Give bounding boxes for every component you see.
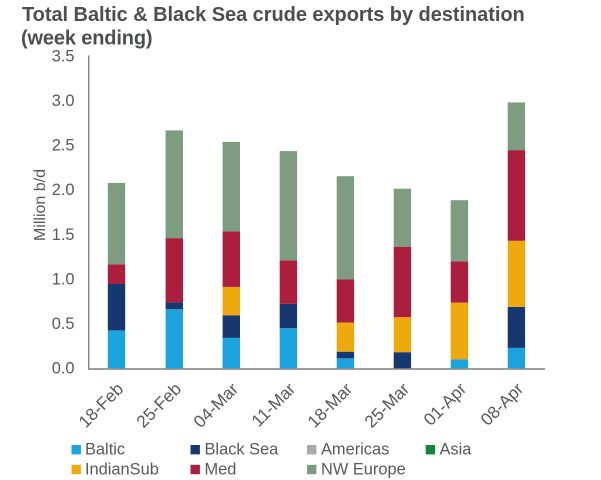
svg-text:(week ending): (week ending) (21, 28, 152, 50)
svg-text:Baltic: Baltic (85, 441, 125, 459)
svg-text:0.5: 0.5 (52, 315, 75, 333)
svg-text:NW Europe: NW Europe (321, 460, 406, 478)
svg-text:18-Mar: 18-Mar (303, 379, 356, 432)
svg-text:01-Apr: 01-Apr (419, 379, 470, 430)
svg-text:1.5: 1.5 (52, 226, 75, 244)
svg-text:Black Sea: Black Sea (205, 441, 280, 459)
svg-text:0.0: 0.0 (52, 360, 75, 378)
svg-text:Americas: Americas (321, 441, 389, 459)
svg-text:Total Baltic & Black Sea crude: Total Baltic & Black Sea crude exports b… (22, 4, 525, 26)
svg-text:3.5: 3.5 (52, 48, 75, 66)
svg-text:25-Feb: 25-Feb (132, 379, 185, 432)
svg-text:18-Feb: 18-Feb (74, 379, 127, 432)
svg-text:Million b/d: Million b/d (32, 169, 49, 241)
svg-text:1.0: 1.0 (52, 270, 75, 288)
svg-text:IndianSub: IndianSub (85, 460, 159, 478)
svg-text:08-Apr: 08-Apr (476, 379, 527, 430)
svg-text:2.0: 2.0 (52, 181, 75, 199)
svg-text:04-Mar: 04-Mar (189, 379, 242, 432)
svg-text:11-Mar: 11-Mar (247, 379, 299, 431)
svg-text:2.5: 2.5 (52, 137, 75, 155)
svg-text:Med: Med (205, 460, 237, 478)
svg-text:Asia: Asia (440, 441, 473, 459)
svg-text:3.0: 3.0 (52, 92, 75, 110)
svg-text:25-Mar: 25-Mar (360, 379, 413, 432)
